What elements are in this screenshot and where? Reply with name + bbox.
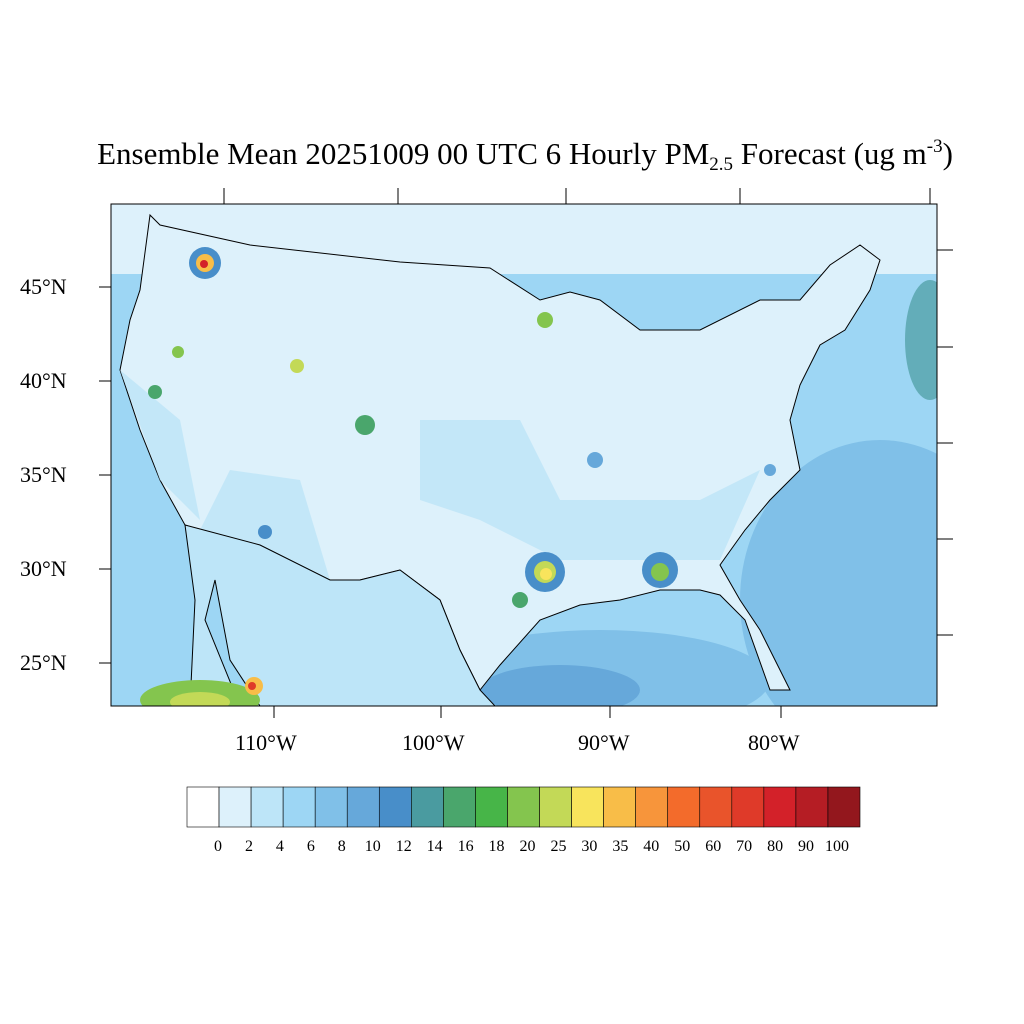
- atlantic-edge-field: [905, 280, 937, 400]
- colorbar-box: [635, 786, 669, 828]
- colorbar-label: 12: [395, 838, 412, 855]
- colorbar-label: 18: [488, 838, 505, 855]
- colorbar-label: 50: [674, 838, 691, 855]
- lon-label-100w: 100°W: [402, 730, 465, 755]
- colorbar-label: 8: [337, 838, 346, 855]
- colorbar-label: 0: [214, 838, 222, 855]
- title-units: Forecast (ug m: [733, 136, 927, 171]
- colorbar-label: 14: [426, 838, 443, 855]
- hotspots: [148, 247, 776, 695]
- colorbar-box: [346, 786, 380, 828]
- colorbar-label: 4: [275, 838, 284, 855]
- colorbar-box: [314, 786, 348, 828]
- lat-label-30: 30°N: [20, 556, 67, 581]
- land-interior-light: [120, 370, 760, 580]
- colorbar: [186, 786, 861, 828]
- colorbar-box: [475, 786, 508, 828]
- colorbar-label: 90: [798, 838, 815, 855]
- mexico-hotspot-core: [170, 692, 230, 706]
- colorbar-label: 6: [306, 838, 315, 855]
- colorbar-box: [795, 786, 829, 828]
- colorbar-label: 40: [643, 838, 660, 855]
- colorbar-label: 20: [519, 838, 536, 855]
- lon-label-110w: 110°W: [235, 730, 297, 755]
- lat-label-45: 45°N: [20, 274, 67, 299]
- lat-label-25: 25°N: [20, 650, 67, 675]
- colorbar-label: 16: [457, 838, 474, 855]
- colorbar-box: [507, 786, 540, 828]
- title-close: ): [942, 136, 953, 171]
- map-frame: [110, 203, 938, 707]
- colorbar-box: [763, 786, 797, 828]
- colorbar-box: [827, 786, 861, 828]
- colorbar-box: [603, 786, 636, 828]
- colorbar-label: 35: [612, 838, 629, 855]
- title-main: Ensemble Mean 20251009 00 UTC 6 Hourly P…: [97, 136, 710, 171]
- chart-title: Ensemble Mean 20251009 00 UTC 6 Hourly P…: [0, 136, 1024, 176]
- axis-ticks: [99, 188, 953, 718]
- lat-label-35: 35°N: [20, 462, 67, 487]
- colorbar-label: 10: [364, 838, 381, 855]
- colorbar-label: 100: [825, 838, 849, 855]
- colorbar-label: 60: [705, 838, 722, 855]
- colorbar-box: [443, 786, 476, 828]
- colorbar-box: [250, 786, 284, 828]
- colorbar-box: [282, 786, 316, 828]
- lon-label-90w: 90°W: [578, 730, 630, 755]
- colorbar-label: 2: [244, 838, 253, 855]
- title-superscript: -3: [926, 136, 943, 157]
- colorbar-box: [186, 786, 220, 828]
- colorbar-label: 70: [736, 838, 753, 855]
- colorbar-box: [411, 786, 444, 828]
- atlantic-field: [740, 440, 937, 706]
- lat-label-40: 40°N: [20, 368, 67, 393]
- colorbar-box: [539, 786, 572, 828]
- colorbar-box: [218, 786, 252, 828]
- land-mexico: [184, 524, 496, 706]
- colorbar-label: 25: [550, 838, 567, 855]
- title-subscript: 2.5: [709, 154, 734, 175]
- colorbar-box: [571, 786, 604, 828]
- colorbar-box: [699, 786, 733, 828]
- colorbar-box: [731, 786, 765, 828]
- colorbar-label: 30: [581, 838, 598, 855]
- colorbar-box: [378, 786, 412, 828]
- colorbar-box: [667, 786, 701, 828]
- lon-label-80w: 80°W: [748, 730, 800, 755]
- colorbar-label: 80: [767, 838, 784, 855]
- map-field: [111, 204, 937, 706]
- gulf-field-dark: [480, 665, 640, 706]
